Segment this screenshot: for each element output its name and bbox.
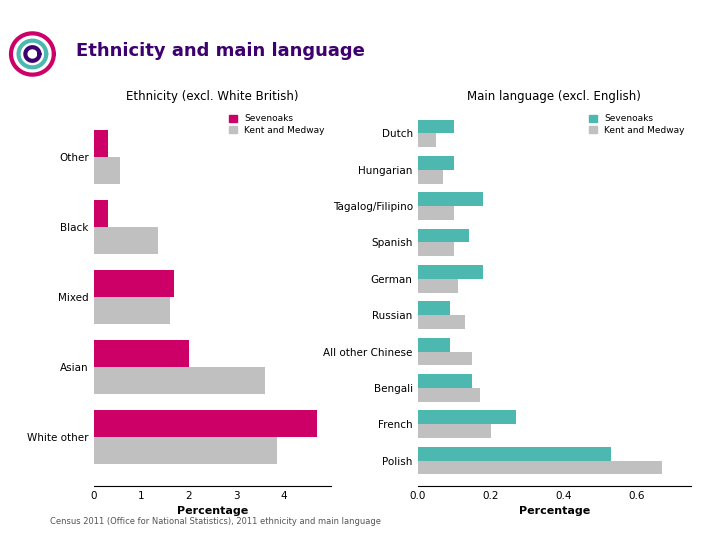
Bar [94, 437, 276, 464]
X-axis label: Percentage: Percentage [177, 507, 248, 516]
Bar [418, 279, 458, 293]
Bar [418, 242, 454, 256]
Text: 16: 16 [7, 11, 23, 22]
Bar [418, 301, 451, 315]
Bar [418, 265, 483, 279]
Text: Ethnicity and main language: Ethnicity and main language [76, 42, 364, 60]
Bar [94, 410, 317, 437]
Bar [418, 388, 480, 402]
Bar [418, 120, 454, 133]
Title: Ethnicity (excl. White British): Ethnicity (excl. White British) [126, 90, 299, 103]
Bar [418, 338, 451, 352]
Text: Census 2011 (Office for National Statistics), 2011 ethnicity and main language: Census 2011 (Office for National Statist… [50, 517, 382, 526]
Bar [94, 367, 265, 394]
Bar [94, 227, 158, 254]
Bar [418, 424, 490, 438]
Bar [418, 156, 454, 170]
Bar [94, 200, 108, 227]
Bar [94, 340, 189, 367]
Legend: Sevenoaks, Kent and Medway: Sevenoaks, Kent and Medway [228, 112, 327, 137]
Legend: Sevenoaks, Kent and Medway: Sevenoaks, Kent and Medway [588, 112, 687, 137]
Title: Main language (excl. English): Main language (excl. English) [467, 90, 642, 103]
Bar [418, 410, 516, 424]
Bar [418, 461, 662, 474]
Bar [94, 297, 170, 323]
Bar [418, 170, 443, 184]
Bar [418, 315, 465, 329]
Bar [94, 130, 108, 157]
Bar [94, 157, 120, 184]
X-axis label: Percentage: Percentage [519, 507, 590, 516]
Bar [418, 192, 483, 206]
Bar [418, 374, 472, 388]
Bar [418, 447, 611, 461]
Bar [418, 133, 436, 147]
Bar [418, 352, 472, 366]
Bar [418, 228, 469, 242]
Bar [94, 271, 174, 297]
Bar [418, 206, 454, 220]
